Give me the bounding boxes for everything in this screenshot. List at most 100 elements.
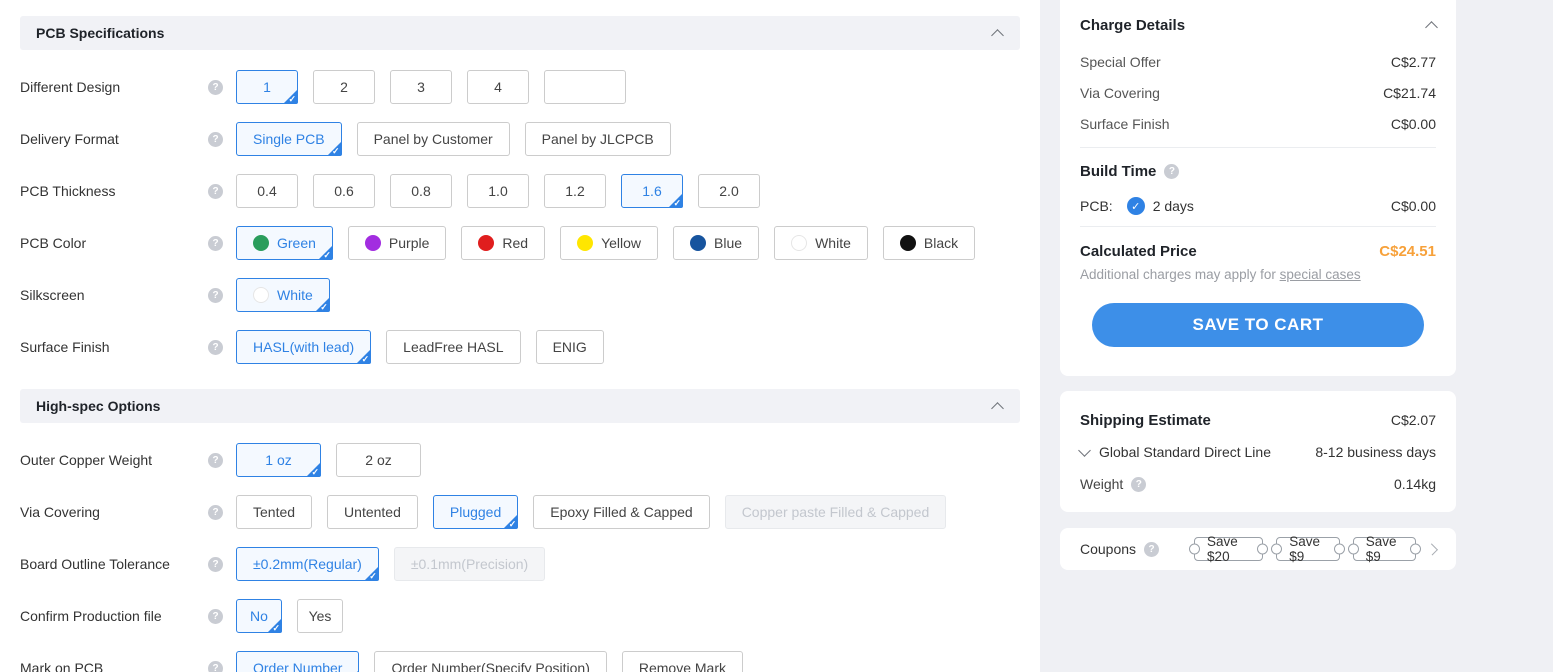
option-button[interactable]: 1.6 [621, 174, 683, 209]
option-button[interactable]: 1 [236, 70, 298, 105]
radio-checked-icon: ✓ [1126, 197, 1145, 215]
option-button[interactable]: LeadFree HASL [386, 330, 521, 364]
help-icon[interactable]: ? [208, 556, 223, 572]
option-button[interactable]: 1.0 [467, 174, 529, 208]
collapse-charge-details-icon[interactable] [1425, 21, 1438, 34]
option-button[interactable]: 1.2 [544, 174, 606, 208]
spec-row: Mark on PCB? Order Number Order Number(Spe… [20, 651, 1020, 672]
help-icon[interactable]: ? [208, 131, 223, 147]
help-icon[interactable]: ? [208, 608, 223, 624]
option-group: Green Purple Red Yellow Blue White Black [236, 226, 976, 261]
section-header[interactable]: PCB Specifications [20, 16, 1020, 50]
coupon-chip[interactable]: Save $9 [1276, 534, 1340, 564]
option-button[interactable]: Tented [236, 495, 313, 529]
section-title: High-spec Options [36, 398, 161, 414]
spec-row-label: Confirm Production file [20, 608, 162, 624]
option-label: Copper paste Filled & Capped [741, 504, 930, 520]
option-button[interactable]: Order Number(Specify Position) [374, 651, 607, 672]
help-icon[interactable]: ? [208, 660, 223, 672]
special-cases-link[interactable]: special cases [1279, 267, 1361, 282]
option-button[interactable]: Panel by JLCPCB [524, 122, 671, 156]
option-group: 1 2 3 4 [236, 70, 626, 105]
help-icon[interactable]: ? [208, 183, 223, 199]
option-label: 4 [494, 79, 502, 95]
option-button[interactable]: 0.6 [313, 174, 375, 208]
option-button[interactable]: 2.0 [698, 174, 760, 208]
coupons-label: Coupons [1080, 541, 1137, 557]
option-label: 1.0 [488, 183, 508, 199]
option-button[interactable]: Single PCB [236, 122, 342, 157]
option-button[interactable] [544, 70, 626, 104]
option-button[interactable]: 0.8 [390, 174, 452, 208]
build-time-option: 2 days [1152, 198, 1194, 214]
help-icon[interactable]: ? [208, 339, 223, 355]
option-button[interactable]: 2 oz [336, 443, 421, 477]
collapse-section-icon[interactable] [991, 29, 1004, 42]
help-icon[interactable]: ? [208, 504, 223, 520]
spec-row: Outer Copper Weight? 1 oz 2 oz [20, 443, 1020, 478]
option-button[interactable]: 4 [467, 70, 529, 104]
option-button[interactable]: Remove Mark [621, 651, 744, 672]
option-button[interactable]: Yes [297, 599, 343, 633]
option-label: 1.2 [565, 183, 585, 199]
calculated-price-value: C$24.51 [1379, 242, 1436, 260]
option-label: 0.8 [411, 183, 431, 199]
spec-row: PCB Color? Green Purple Red Yellow Blue White B… [20, 226, 1020, 261]
option-label: HASL(with lead) [253, 339, 355, 355]
shipping-duration: 8-12 business days [1315, 444, 1436, 460]
option-button[interactable]: White [236, 278, 330, 313]
build-time-title: Build Time [1080, 162, 1157, 180]
option-button[interactable]: Green [236, 226, 333, 261]
option-button[interactable]: 2 [313, 70, 375, 104]
coupon-chip[interactable]: Save $20 [1194, 534, 1264, 564]
chevron-right-icon[interactable] [1426, 543, 1439, 555]
option-button[interactable]: Untented [327, 495, 418, 529]
option-button[interactable]: Epoxy Filled & Capped [533, 495, 710, 529]
spec-row-label: Via Covering [20, 504, 100, 520]
option-button[interactable]: No [236, 599, 282, 634]
help-icon[interactable]: ? [208, 235, 223, 251]
option-button: ±0.1mm(Precision) [393, 547, 546, 581]
spec-row-label: Different Design [20, 79, 121, 95]
chevron-down-icon[interactable] [1078, 443, 1091, 457]
fee-value: C$2.77 [1390, 53, 1436, 70]
option-label: 1.6 [642, 183, 662, 199]
save-to-cart-button[interactable]: SAVE TO CART [1092, 303, 1424, 347]
help-icon[interactable]: ? [1164, 163, 1180, 179]
help-icon[interactable]: ? [208, 79, 223, 95]
fee-row: Via Covering C$21.74 [1080, 77, 1436, 108]
option-label: Purple [388, 235, 430, 251]
option-label: Untented [344, 504, 401, 520]
shipping-method-row[interactable]: Global Standard Direct Line 8-12 busines… [1078, 436, 1436, 468]
option-button[interactable]: Plugged [432, 495, 519, 530]
option-button[interactable]: 0.4 [236, 174, 298, 208]
build-time-row[interactable]: PCB: ✓ 2 days C$0.00 [1080, 194, 1436, 218]
help-icon[interactable]: ? [1144, 541, 1160, 557]
calculated-price-label: Calculated Price [1080, 242, 1197, 260]
option-button[interactable]: ±0.2mm(Regular) [236, 547, 379, 582]
coupon-chip[interactable]: Save $9 [1352, 534, 1417, 564]
fee-list: Special Offer C$2.77 Via Covering C$21.7… [1080, 46, 1436, 139]
option-button[interactable]: HASL(with lead) [236, 330, 372, 365]
option-button[interactable]: Purple [347, 226, 447, 260]
option-button[interactable]: 3 [390, 70, 452, 104]
option-button[interactable]: Black [882, 226, 976, 260]
help-icon[interactable]: ? [1131, 476, 1147, 492]
help-icon[interactable]: ? [208, 452, 223, 468]
option-button[interactable]: Red [461, 226, 546, 260]
option-button[interactable]: Order Number [236, 651, 360, 672]
option-button[interactable]: White [774, 226, 868, 260]
option-label: 0.6 [334, 183, 354, 199]
section-header[interactable]: High-spec Options [20, 389, 1020, 423]
option-button[interactable]: 1 oz [236, 443, 321, 478]
shipping-price: C$2.07 [1390, 412, 1436, 428]
collapse-section-icon[interactable] [991, 402, 1004, 415]
option-button[interactable]: ENIG [535, 330, 604, 364]
divider [1080, 226, 1436, 227]
spec-row-label: Silkscreen [20, 287, 85, 303]
option-button[interactable]: Panel by Customer [356, 122, 510, 156]
option-button[interactable]: Yellow [560, 226, 659, 260]
option-button[interactable]: Blue [673, 226, 760, 260]
help-icon[interactable]: ? [208, 287, 223, 303]
